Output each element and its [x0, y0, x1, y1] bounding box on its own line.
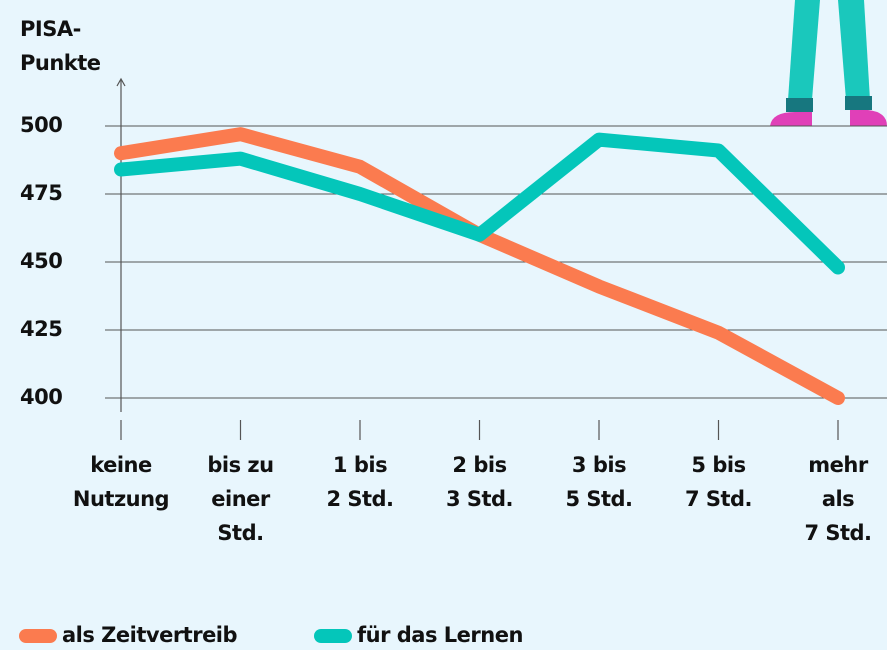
chart: PISA-Punkte 400425450475500keineNutzungb… — [0, 0, 887, 650]
y-tick-label: 425 — [20, 317, 62, 341]
y-tick-label: 500 — [20, 113, 62, 137]
y-tick-label: 450 — [20, 249, 62, 273]
legend-label: für das Lernen — [357, 623, 523, 647]
background — [0, 0, 887, 650]
y-tick-label: 400 — [20, 385, 62, 409]
legend-label: als Zeitvertreib — [62, 623, 238, 647]
y-tick-label: 475 — [20, 181, 62, 205]
